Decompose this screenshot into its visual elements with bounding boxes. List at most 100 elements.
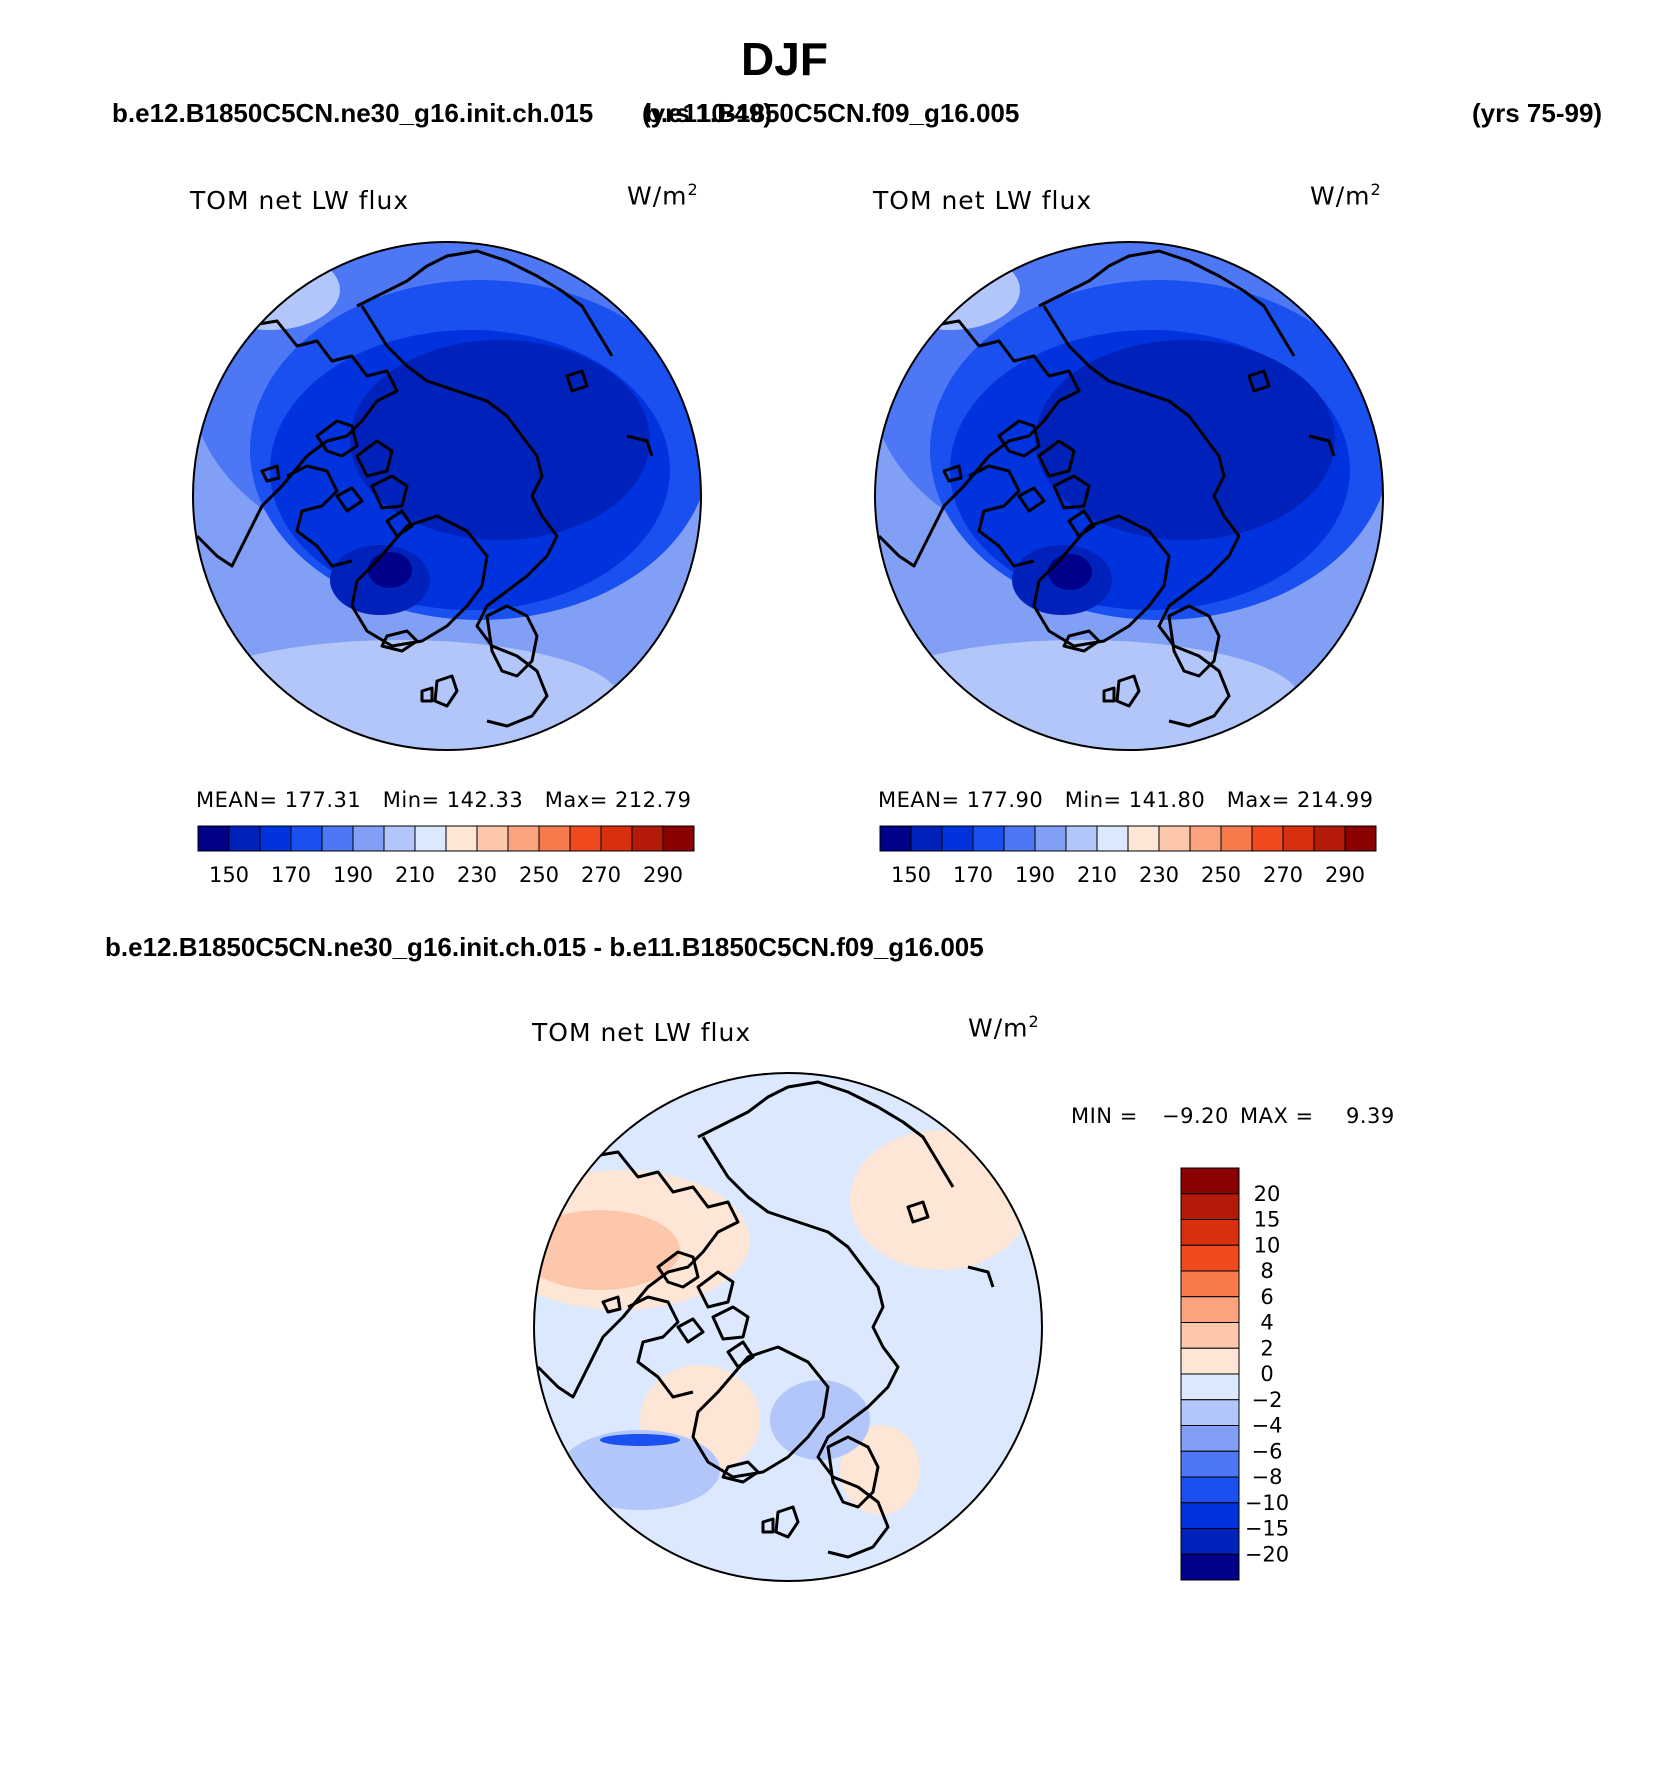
panel2-colorbar-swatch	[910, 825, 943, 852]
diff-colorbar-tick-label: 10	[1254, 1233, 1281, 1257]
diff-colorbar-tick-label: 2	[1260, 1336, 1273, 1360]
diff-panel-title: TOM net LW flux	[532, 1018, 752, 1047]
diff-panel-units: W/m2	[968, 1012, 1040, 1043]
panel2-colorbar-tick-label: 150	[891, 863, 931, 887]
panel1-colorbar-swatch	[538, 825, 571, 852]
diff-colorbar-tick-label: 15	[1254, 1208, 1281, 1232]
diff-title: b.e12.B1850C5CN.ne30_g16.init.ch.015 - b…	[105, 932, 984, 962]
panel1-colorbar: 150 170 190 210 230 250 270 290	[197, 825, 695, 887]
diff-colorbar-tick-label: −2	[1252, 1388, 1283, 1412]
panel2-colorbar-swatch	[1344, 825, 1377, 852]
panel2-colorbar-swatch	[1189, 825, 1222, 852]
panel2-colorbar-tick-label: 270	[1263, 863, 1303, 887]
case2-years: (yrs 75-99)	[1472, 98, 1603, 128]
diff-colorbar-swatch	[1180, 1553, 1240, 1581]
diff-colorbar-tick-label: −4	[1252, 1414, 1283, 1438]
panel2-colorbar-tick-label: 230	[1139, 863, 1179, 887]
panel1-colorbar-swatch	[476, 825, 509, 852]
panel2-colorbar-tick-label: 290	[1325, 863, 1365, 887]
panel1-colorbar-tick-label: 250	[519, 863, 559, 887]
diff-min-value: −9.20	[1162, 1104, 1229, 1128]
panel1-colorbar-tick-label: 150	[209, 863, 249, 887]
diff-colorbar-swatch	[1180, 1528, 1240, 1555]
case2-name: b.e11.B1850C5CN.f09_g16.005	[645, 98, 1020, 128]
diff-colorbar-tick-label: 6	[1260, 1285, 1273, 1309]
diff-colorbar-swatch	[1180, 1425, 1240, 1452]
panel2-colorbar-swatch	[1096, 825, 1129, 852]
diff-colorbar-tick-label: −8	[1252, 1465, 1283, 1489]
panel1-colorbar-tick-label: 210	[395, 863, 435, 887]
panel1-colorbar-swatch	[600, 825, 633, 852]
panel2-colorbar-swatch	[1003, 825, 1036, 852]
diff-colorbar-swatch	[1180, 1476, 1240, 1504]
panel1-map	[192, 241, 702, 751]
panel2-colorbar-tick-label: 250	[1201, 863, 1241, 887]
panel1-colorbar-swatch	[197, 825, 230, 852]
panel1-colorbar-swatch	[414, 825, 447, 852]
panel1-stats: MEAN= 177.31 Min= 142.33 Max= 212.79	[196, 788, 692, 812]
panel2-colorbar-tick-label: 210	[1077, 863, 1117, 887]
diff-colorbar-tick-label: 8	[1260, 1259, 1273, 1283]
diff-colorbar-tick-label: −15	[1245, 1517, 1289, 1541]
panel1-colorbar-tick-label: 230	[457, 863, 497, 887]
diff-colorbar-tick-label: 0	[1260, 1362, 1273, 1386]
diff-colorbar-swatch	[1180, 1373, 1240, 1401]
panel2-colorbar-swatch	[1220, 825, 1253, 852]
panel2-colorbar-swatch	[1282, 825, 1315, 852]
panel1-colorbar-swatch	[259, 825, 292, 852]
panel2-colorbar-swatch	[1065, 825, 1098, 852]
panel1-colorbar-swatch	[631, 825, 664, 852]
panel1-colorbar-tick-label: 290	[643, 863, 683, 887]
page-title: DJF	[741, 33, 828, 85]
diff-colorbar-tick-label: −6	[1252, 1439, 1283, 1463]
diff-colorbar-tick-label: −10	[1245, 1491, 1289, 1515]
diff-colorbar-swatch	[1180, 1219, 1240, 1246]
diff-colorbar-tick-label: −20	[1245, 1542, 1289, 1566]
panel2-units: W/m2	[1310, 180, 1382, 211]
panel1-colorbar-swatch	[290, 825, 323, 852]
panel1-colorbar-swatch	[507, 825, 540, 852]
panel1-colorbar-swatch	[662, 825, 695, 852]
panel1-colorbar-swatch	[321, 825, 354, 852]
panel2-colorbar-swatch	[1034, 825, 1067, 852]
diff-colorbar-swatch	[1180, 1347, 1240, 1375]
panel2-colorbar-tick-label: 190	[1015, 863, 1055, 887]
diff-min-label: MIN =	[1071, 1104, 1138, 1128]
panel1-colorbar-tick-label: 190	[333, 863, 373, 887]
diff-map	[533, 1072, 1043, 1582]
panel1-colorbar-swatch	[228, 825, 261, 852]
panel2-colorbar-swatch	[1313, 825, 1346, 852]
diff-colorbar-tick-label: 4	[1260, 1311, 1273, 1335]
panel1-colorbar-tick-label: 270	[581, 863, 621, 887]
panel2-title: TOM net LW flux	[873, 186, 1093, 215]
diff-max-label: MAX =	[1240, 1104, 1314, 1128]
diff-colorbar-swatch	[1180, 1450, 1240, 1478]
panel1-colorbar-swatch	[352, 825, 385, 852]
panel2-colorbar-swatch	[1158, 825, 1191, 852]
panel1-units: W/m2	[627, 180, 699, 211]
diff-colorbar-swatch	[1180, 1193, 1240, 1220]
panel2-stats: MEAN= 177.90 Min= 141.80 Max= 214.99	[878, 788, 1374, 812]
panel1-title: TOM net LW flux	[190, 186, 410, 215]
case1-years: (yrs 10-49)	[642, 98, 773, 128]
diff-colorbar-swatch	[1180, 1167, 1240, 1195]
diff-colorbar-swatch	[1180, 1270, 1240, 1298]
diff-colorbar-swatch	[1180, 1296, 1240, 1323]
panel1-colorbar-swatch	[383, 825, 416, 852]
panel2-colorbar-swatch	[1127, 825, 1160, 852]
panel2-colorbar-tick-label: 170	[953, 863, 993, 887]
panel2-colorbar-swatch	[879, 825, 912, 852]
diff-colorbar-swatch	[1180, 1399, 1240, 1426]
case1-name: b.e12.B1850C5CN.ne30_g16.init.ch.015	[112, 98, 594, 128]
panel2-colorbar-swatch	[941, 825, 974, 852]
panel2-colorbar-swatch	[972, 825, 1005, 852]
panel2-map	[874, 241, 1384, 751]
diff-max-value: 9.39	[1346, 1104, 1395, 1128]
panel2-colorbar: 150 170 190 210 230 250 270 290	[879, 825, 1377, 887]
panel2-colorbar-swatch	[1251, 825, 1284, 852]
diff-colorbar-tick-label: 20	[1254, 1182, 1281, 1206]
diff-colorbar-swatch	[1180, 1244, 1240, 1272]
panel1-colorbar-swatch	[569, 825, 602, 852]
